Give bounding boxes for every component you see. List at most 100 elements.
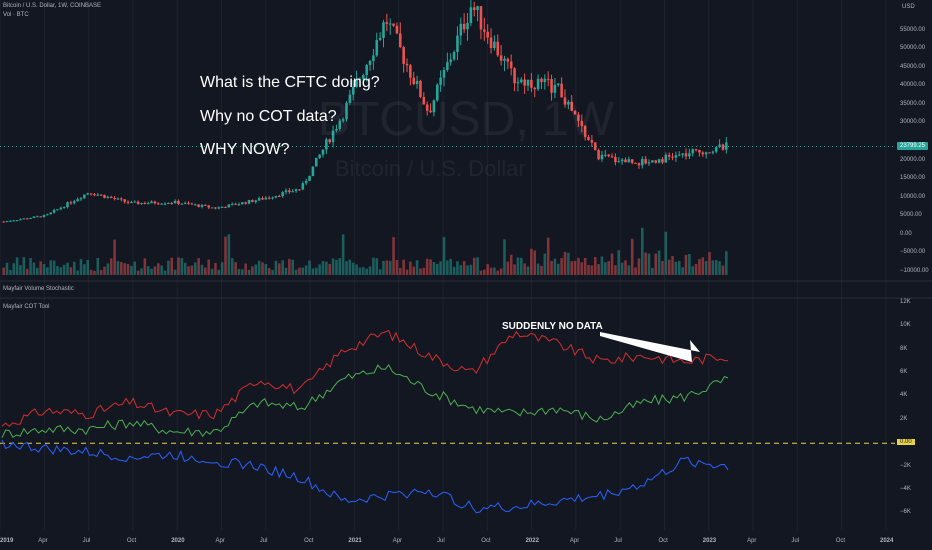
volume-bar (429, 259, 432, 275)
candle-body (123, 199, 126, 202)
volume-bar (607, 261, 610, 275)
candle-body (190, 203, 194, 205)
volume-bar (409, 261, 412, 275)
candle-body (634, 162, 637, 164)
volume-bar (72, 261, 76, 275)
volume-bar (459, 265, 463, 275)
annotation-arrow (600, 332, 700, 362)
volume-bar (52, 260, 56, 275)
volume-bar (288, 258, 291, 275)
price-axis-tick: 15000.00 (900, 175, 926, 182)
last-price-tag: 23799.25 (897, 142, 929, 150)
volume-bar (526, 266, 530, 275)
candle-body (257, 198, 261, 201)
candle-body (321, 149, 325, 155)
candle-body (291, 191, 295, 193)
candle-body (116, 198, 120, 200)
cot-series-green (1, 364, 729, 439)
price-axis-tick: 5000.00 (900, 212, 922, 219)
cot-axis-tick: 2K (900, 415, 908, 422)
candle-body (42, 214, 46, 218)
volume-bar (325, 261, 328, 275)
candle-body (56, 209, 59, 211)
candle-body (513, 68, 516, 84)
candle-body (372, 55, 375, 61)
indicator-cot-label[interactable]: Mayfair COT Tool (3, 304, 50, 310)
candle-body (486, 31, 489, 38)
candle-body (271, 197, 274, 199)
candle-body (39, 216, 42, 218)
volume-bar (170, 257, 174, 275)
candle-body (674, 155, 678, 158)
candle-body (641, 159, 644, 166)
volume-bar (593, 257, 597, 275)
volume-bar (345, 261, 348, 275)
candle-body (288, 190, 291, 193)
volume-bar (634, 267, 637, 275)
volume-bar (39, 261, 42, 275)
candle-body (157, 203, 160, 205)
candle-body (368, 60, 372, 65)
volume-bar (143, 258, 147, 275)
indicator-stochastic-label[interactable]: Mayfair Volume Stochastic (3, 286, 74, 292)
volume-bar (197, 258, 200, 275)
volume-bar (399, 268, 402, 275)
candle-body (704, 152, 708, 155)
volume-bar (264, 264, 268, 275)
candle-body (93, 194, 96, 196)
volume-bar (698, 259, 701, 275)
price-axis-tick: −5000.00 (900, 249, 926, 256)
volume-bar (163, 270, 167, 275)
candle-body (536, 78, 540, 90)
volume-bar (160, 265, 163, 275)
time-axis-tick: Oct (304, 538, 314, 544)
volume-bar (180, 258, 184, 275)
volume-bar (106, 263, 110, 275)
candle-body (217, 207, 221, 209)
candle-body (220, 206, 224, 208)
candle-body (251, 200, 254, 203)
candle-body (234, 203, 237, 205)
volume-bar (254, 264, 258, 275)
candle-body (150, 201, 153, 204)
volume-bar (550, 261, 553, 275)
volume-bar (193, 262, 197, 275)
candle-body (614, 156, 617, 163)
candle-body (351, 86, 355, 95)
candle-body (207, 205, 210, 208)
candle-body (610, 156, 614, 158)
volume-bar (355, 264, 358, 275)
volume-bar (570, 261, 573, 275)
candle-body (452, 52, 456, 60)
cot-zero-tag: 0.00 (897, 439, 915, 445)
time-axis-tick: 2021 (348, 538, 362, 544)
cot-series-blue (1, 439, 729, 514)
candle-body (560, 83, 563, 98)
volume-bar (99, 269, 103, 275)
volume-bar (503, 239, 506, 275)
candle-body (667, 154, 671, 157)
candle-body (298, 189, 301, 191)
volume-bar (577, 257, 580, 275)
candle-body (540, 78, 543, 83)
cot-axis-tick: 8K (900, 345, 908, 352)
volume-bar (530, 248, 533, 275)
candle-body (22, 218, 26, 220)
candle-body (163, 203, 167, 205)
volume-bar (298, 267, 301, 275)
volume-bar (560, 258, 563, 275)
volume-bar (183, 262, 187, 275)
volume-bar (520, 257, 523, 275)
volume-bar (32, 262, 36, 275)
volume-bar (691, 266, 694, 275)
candle-body (647, 162, 651, 164)
candle-body (345, 102, 348, 120)
volume-bar (368, 266, 372, 275)
volume-bar (563, 251, 567, 275)
candle-body (83, 194, 86, 199)
candle-body (506, 58, 510, 62)
volume-bar (2, 267, 5, 275)
candle-body (385, 22, 389, 24)
volume-bar (590, 265, 594, 275)
